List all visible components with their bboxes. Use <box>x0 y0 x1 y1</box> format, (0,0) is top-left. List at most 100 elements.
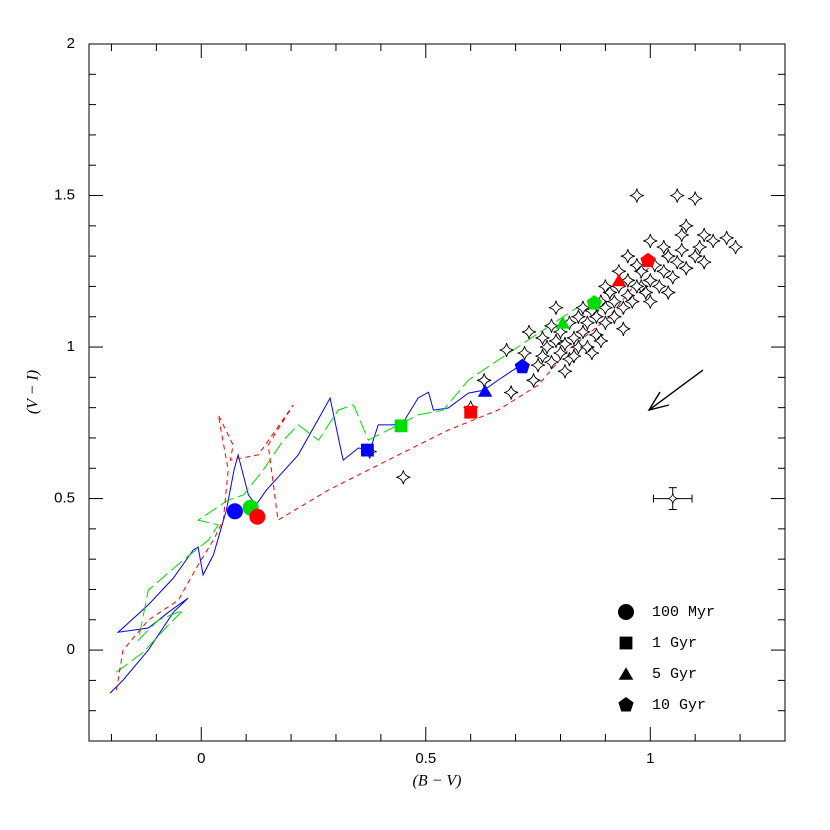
cluster-point <box>530 358 546 373</box>
cluster-point <box>557 336 573 352</box>
cluster-point <box>665 270 680 285</box>
cluster-point <box>728 239 743 255</box>
model-track <box>116 299 589 673</box>
legend-label: 10 Gyr <box>652 697 706 714</box>
cluster-point <box>517 346 532 361</box>
age-marker <box>464 405 478 419</box>
cluster-point <box>670 188 685 203</box>
cluster-point <box>396 470 411 485</box>
cluster-point <box>593 333 608 349</box>
legend-marker <box>618 697 634 712</box>
model-track <box>109 365 520 694</box>
x-tick-label: 0.5 <box>415 750 436 767</box>
cluster-point <box>544 318 559 333</box>
x-tick-label: 0 <box>197 750 205 767</box>
legend-label: 5 Gyr <box>652 666 697 683</box>
cluster-point <box>598 279 613 294</box>
x-axis-label: (B − V) <box>413 773 462 790</box>
y-tick-label: 2 <box>67 35 75 52</box>
cluster-point <box>706 233 721 249</box>
plot-frame <box>88 43 786 742</box>
cluster-point <box>643 273 658 288</box>
model-track <box>115 267 649 691</box>
cluster-point <box>661 249 676 264</box>
cluster-point <box>526 373 541 388</box>
y-tick-label: 1 <box>67 338 75 355</box>
age-marker <box>249 508 266 525</box>
cluster-point <box>607 309 622 324</box>
age-marker <box>394 419 408 433</box>
cluster-point <box>553 346 568 361</box>
age-marker <box>477 384 493 397</box>
cluster-point <box>539 339 555 355</box>
cluster-point <box>688 191 703 206</box>
cluster-point <box>571 339 586 355</box>
cluster-point <box>607 294 622 309</box>
age-marker <box>586 295 602 310</box>
cluster-point <box>589 309 604 324</box>
cluster-point <box>697 227 712 243</box>
cluster-point <box>670 255 685 270</box>
cluster-point <box>620 249 635 264</box>
legend-marker <box>618 604 634 620</box>
y-tick-label: 0 <box>67 641 75 658</box>
y-tick-label: 0.5 <box>54 490 75 507</box>
cluster-point <box>688 249 703 264</box>
cluster-point <box>643 294 658 309</box>
cluster-point <box>553 324 568 339</box>
cluster-point <box>679 218 694 233</box>
reddening-arrow <box>647 369 704 412</box>
cluster-point <box>638 285 653 300</box>
cluster-point <box>548 300 564 315</box>
cluster-point <box>679 261 694 276</box>
age-marker <box>361 443 374 457</box>
cluster-point <box>652 279 667 294</box>
age-marker <box>226 503 243 520</box>
cluster-point <box>656 264 671 279</box>
cluster-point <box>557 364 573 379</box>
cluster-point <box>535 330 550 346</box>
cluster-point <box>575 324 591 339</box>
cluster-point <box>566 349 582 364</box>
cluster-point <box>544 355 559 370</box>
cluster-point <box>598 315 613 330</box>
cluster-point <box>625 294 640 309</box>
x-tick-label: 1 <box>646 750 654 767</box>
cluster-point <box>674 242 689 258</box>
cluster-point <box>629 188 644 203</box>
age-marker <box>640 252 656 268</box>
cluster-point <box>620 273 635 288</box>
error-bar-center <box>667 493 678 504</box>
legend-marker <box>619 636 633 650</box>
cluster-point <box>477 373 492 388</box>
cluster-point <box>656 239 671 255</box>
cluster-point <box>580 315 595 330</box>
cluster-point <box>629 258 644 273</box>
cluster-point <box>499 342 514 358</box>
cluster-point <box>643 233 658 249</box>
age-marker <box>611 273 627 287</box>
legend-marker <box>618 667 634 680</box>
cluster-point <box>616 321 631 336</box>
cluster-point <box>503 385 519 400</box>
cluster-point <box>584 346 600 361</box>
y-tick-label: 1.5 <box>54 186 75 203</box>
y-axis-label: (V − I) <box>25 370 42 414</box>
cluster-point <box>616 300 631 315</box>
cluster-point <box>571 309 586 324</box>
cluster-point <box>719 230 734 246</box>
cluster-point <box>521 324 537 339</box>
cluster-point <box>697 255 712 270</box>
cluster-point <box>598 300 613 315</box>
cluster-point <box>629 279 644 294</box>
cluster-point <box>566 330 582 346</box>
age-marker <box>514 358 530 374</box>
age-marker <box>555 316 570 329</box>
cluster-point <box>548 333 564 349</box>
cluster-point <box>575 300 591 315</box>
legend-label: 100 Myr <box>652 604 715 621</box>
legend-label: 1 Gyr <box>652 635 697 652</box>
cluster-point <box>661 285 676 300</box>
cluster-point <box>692 239 707 255</box>
